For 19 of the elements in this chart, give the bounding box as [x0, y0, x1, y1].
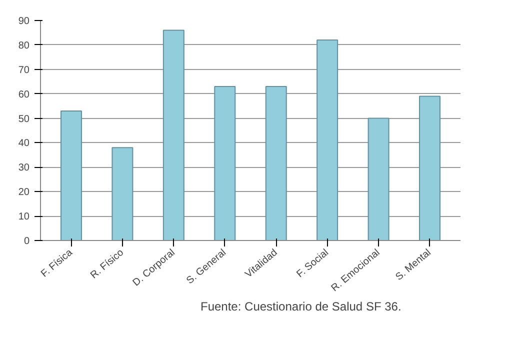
y-tick-label: 40 [18, 138, 30, 150]
y-tick-label: 70 [18, 64, 30, 76]
bar [265, 86, 287, 240]
bar [112, 147, 134, 240]
y-tick-label: 60 [18, 89, 30, 100]
source-note: Fuente: Cuestionario de Salud SF 36. [200, 300, 402, 314]
y-tick-label: 20 [18, 187, 30, 198]
y-tick-label: 80 [18, 40, 30, 52]
bar [419, 96, 441, 240]
y-tick-label: 50 [18, 114, 30, 125]
y-tick-label: 30 [18, 162, 30, 174]
bar [368, 118, 390, 240]
y-tick-label: 0 [24, 236, 30, 247]
y-tick-label: 10 [18, 212, 30, 223]
bar [60, 110, 82, 240]
y-tick-label: 90 [18, 16, 30, 27]
bar [162, 30, 184, 240]
bar [316, 40, 338, 240]
bar [214, 86, 236, 240]
